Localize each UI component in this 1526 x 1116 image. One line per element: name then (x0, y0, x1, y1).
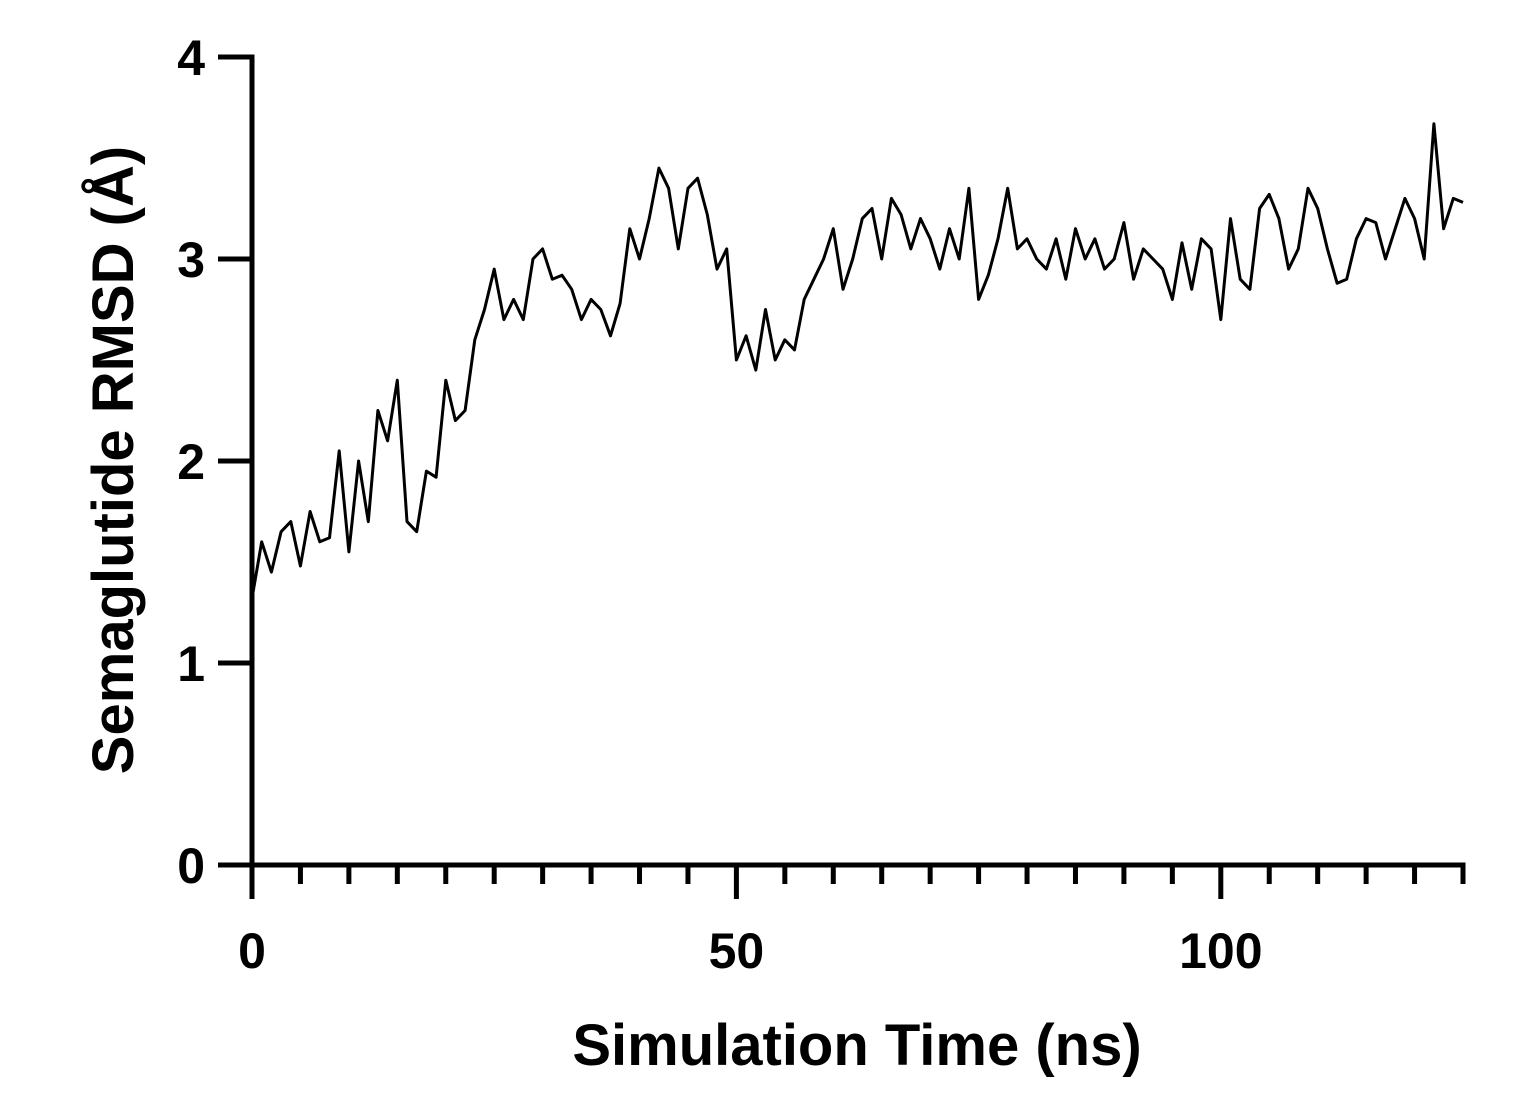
y-axis-ticks: 0 1 2 3 4 (177, 30, 252, 894)
x-tick-label-0: 0 (238, 923, 266, 979)
y-axis-title: Semaglutide RMSD (Å) (81, 146, 146, 774)
y-tick-label-4: 4 (177, 30, 205, 86)
y-tick-label-0: 0 (177, 838, 205, 894)
x-axis-ticks: 0 50 100 (238, 865, 1466, 979)
x-tick-label-50: 50 (709, 923, 765, 979)
y-tick-label-2: 2 (177, 434, 205, 490)
x-tick-label-100: 100 (1179, 923, 1262, 979)
x-axis-title: Simulation Time (ns) (572, 1013, 1141, 1078)
y-tick-label-3: 3 (177, 232, 205, 288)
rmsd-series-line (250, 122, 1464, 599)
y-tick-label-1: 1 (177, 636, 205, 692)
